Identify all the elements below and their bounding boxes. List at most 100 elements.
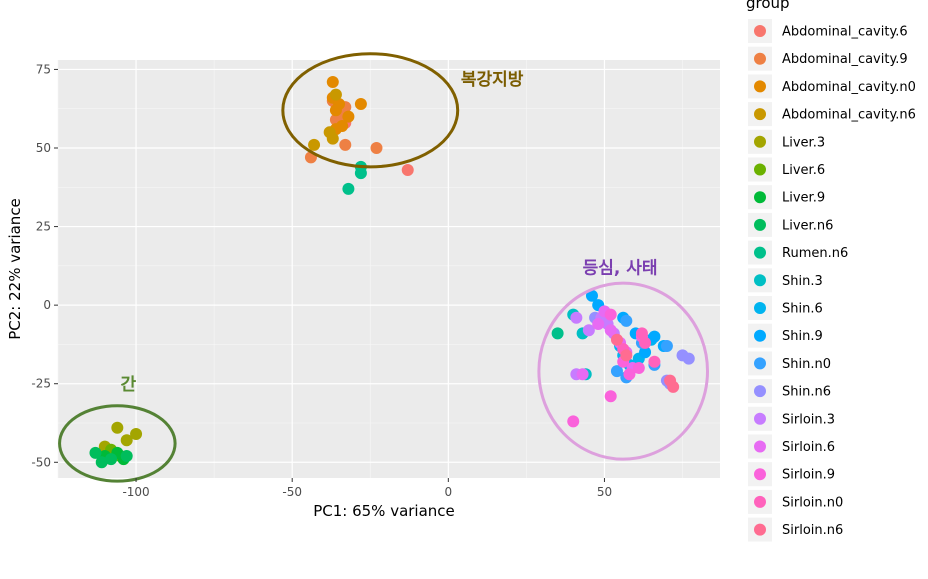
legend-key	[754, 246, 766, 259]
legend-key	[754, 440, 766, 453]
data-point	[329, 88, 342, 101]
data-point	[329, 104, 342, 117]
data-point	[342, 110, 355, 123]
data-point	[610, 333, 623, 346]
legend-key	[754, 25, 766, 37]
legend-label: Sirloin.6	[782, 440, 835, 455]
data-point	[308, 138, 321, 151]
legend-label: Shin.n0	[782, 357, 831, 372]
legend-key	[754, 80, 766, 93]
data-point	[592, 318, 605, 330]
legend-label: Sirloin.9	[782, 468, 835, 483]
data-point	[130, 428, 143, 440]
legend-key	[754, 108, 766, 121]
legend-label: Abdominal_cavity.n6	[782, 108, 916, 123]
legend-key	[754, 412, 766, 425]
data-point	[660, 340, 673, 352]
data-point	[639, 346, 652, 359]
data-point	[648, 330, 661, 343]
data-point	[585, 289, 598, 302]
y-tick-label: 50	[36, 141, 51, 155]
data-point	[551, 327, 564, 340]
legend-key	[754, 523, 766, 536]
legend-key	[754, 302, 766, 314]
legend-label: Shin.3	[782, 274, 823, 289]
legend-label: Sirloin.3	[782, 412, 835, 427]
data-point	[635, 327, 648, 340]
data-point	[111, 421, 124, 434]
data-point	[576, 368, 589, 381]
legend-key	[754, 468, 766, 481]
legend-label: Abdominal_cavity.6	[782, 25, 908, 40]
plot-panel	[58, 60, 720, 478]
y-tick-label: 0	[43, 298, 51, 312]
y-tick-label: 75	[36, 62, 51, 76]
legend-label: Liver.9	[782, 191, 825, 206]
legend-key	[754, 163, 766, 176]
data-point	[623, 368, 636, 381]
data-point	[89, 446, 102, 459]
data-point	[610, 365, 623, 378]
legend-key	[754, 218, 766, 231]
cluster-ellipses	[58, 52, 710, 483]
data-point	[620, 349, 633, 362]
y-axis-label: PC2: 22% variance	[6, 198, 24, 340]
data-point	[354, 98, 367, 110]
y-tick-label: -50	[31, 455, 51, 469]
x-tick-label: 50	[597, 485, 612, 499]
legend-key	[754, 385, 766, 398]
cluster-ellipse	[281, 52, 460, 169]
grid-minor	[57, 60, 720, 478]
legend-key	[754, 274, 766, 287]
cluster-label: 간	[120, 375, 136, 395]
legend-title: group	[746, 0, 790, 12]
legend-label: Sirloin.n6	[782, 523, 843, 538]
cluster-ellipse	[537, 281, 710, 461]
cluster-ellipse	[58, 404, 177, 483]
cluster-label: 등심, 사태	[583, 259, 658, 279]
x-tick-label: -50	[282, 485, 302, 499]
data-point	[326, 76, 339, 88]
data-points	[89, 76, 695, 469]
legend-label: Liver.6	[782, 163, 825, 178]
data-point	[370, 142, 383, 154]
cluster-label: 복강지방	[461, 70, 524, 90]
y-axis-ticks: -50 -25 0 25 50 75	[31, 62, 58, 469]
data-point	[339, 138, 352, 151]
data-point	[323, 126, 336, 139]
data-point	[582, 324, 595, 337]
data-point	[682, 352, 695, 365]
legend-label: Shin.n6	[782, 385, 831, 400]
data-point	[120, 450, 133, 462]
data-point	[648, 355, 661, 368]
legend-key	[754, 135, 766, 148]
x-axis-label: PC1: 65% variance	[313, 502, 455, 520]
legend: group Abdominal_cavity.6 Abdominal_cavity…	[746, 0, 916, 542]
legend-key	[754, 52, 766, 65]
legend-label: Abdominal_cavity.9	[782, 52, 908, 67]
data-point	[105, 453, 118, 466]
legend-label: Abdominal_cavity.n0	[782, 80, 916, 95]
data-point	[604, 324, 617, 337]
data-point	[604, 390, 617, 403]
x-axis-ticks: -100 -50 0 50	[122, 478, 612, 499]
legend-label: Liver.3	[782, 135, 825, 150]
data-point	[342, 182, 355, 195]
data-point	[567, 415, 580, 428]
data-point	[620, 314, 633, 327]
data-point	[604, 308, 617, 321]
legend-key	[754, 329, 766, 342]
data-point	[639, 336, 652, 349]
legend-label: Rumen.n6	[782, 246, 848, 261]
data-point	[95, 456, 108, 469]
data-point	[401, 164, 414, 176]
legend-label: Shin.9	[782, 329, 823, 344]
legend-key	[754, 357, 766, 370]
data-point	[120, 434, 133, 447]
legend-label: Shin.6	[782, 302, 823, 317]
x-tick-label: -100	[122, 485, 149, 499]
legend-key	[754, 495, 766, 508]
data-point	[664, 374, 677, 387]
